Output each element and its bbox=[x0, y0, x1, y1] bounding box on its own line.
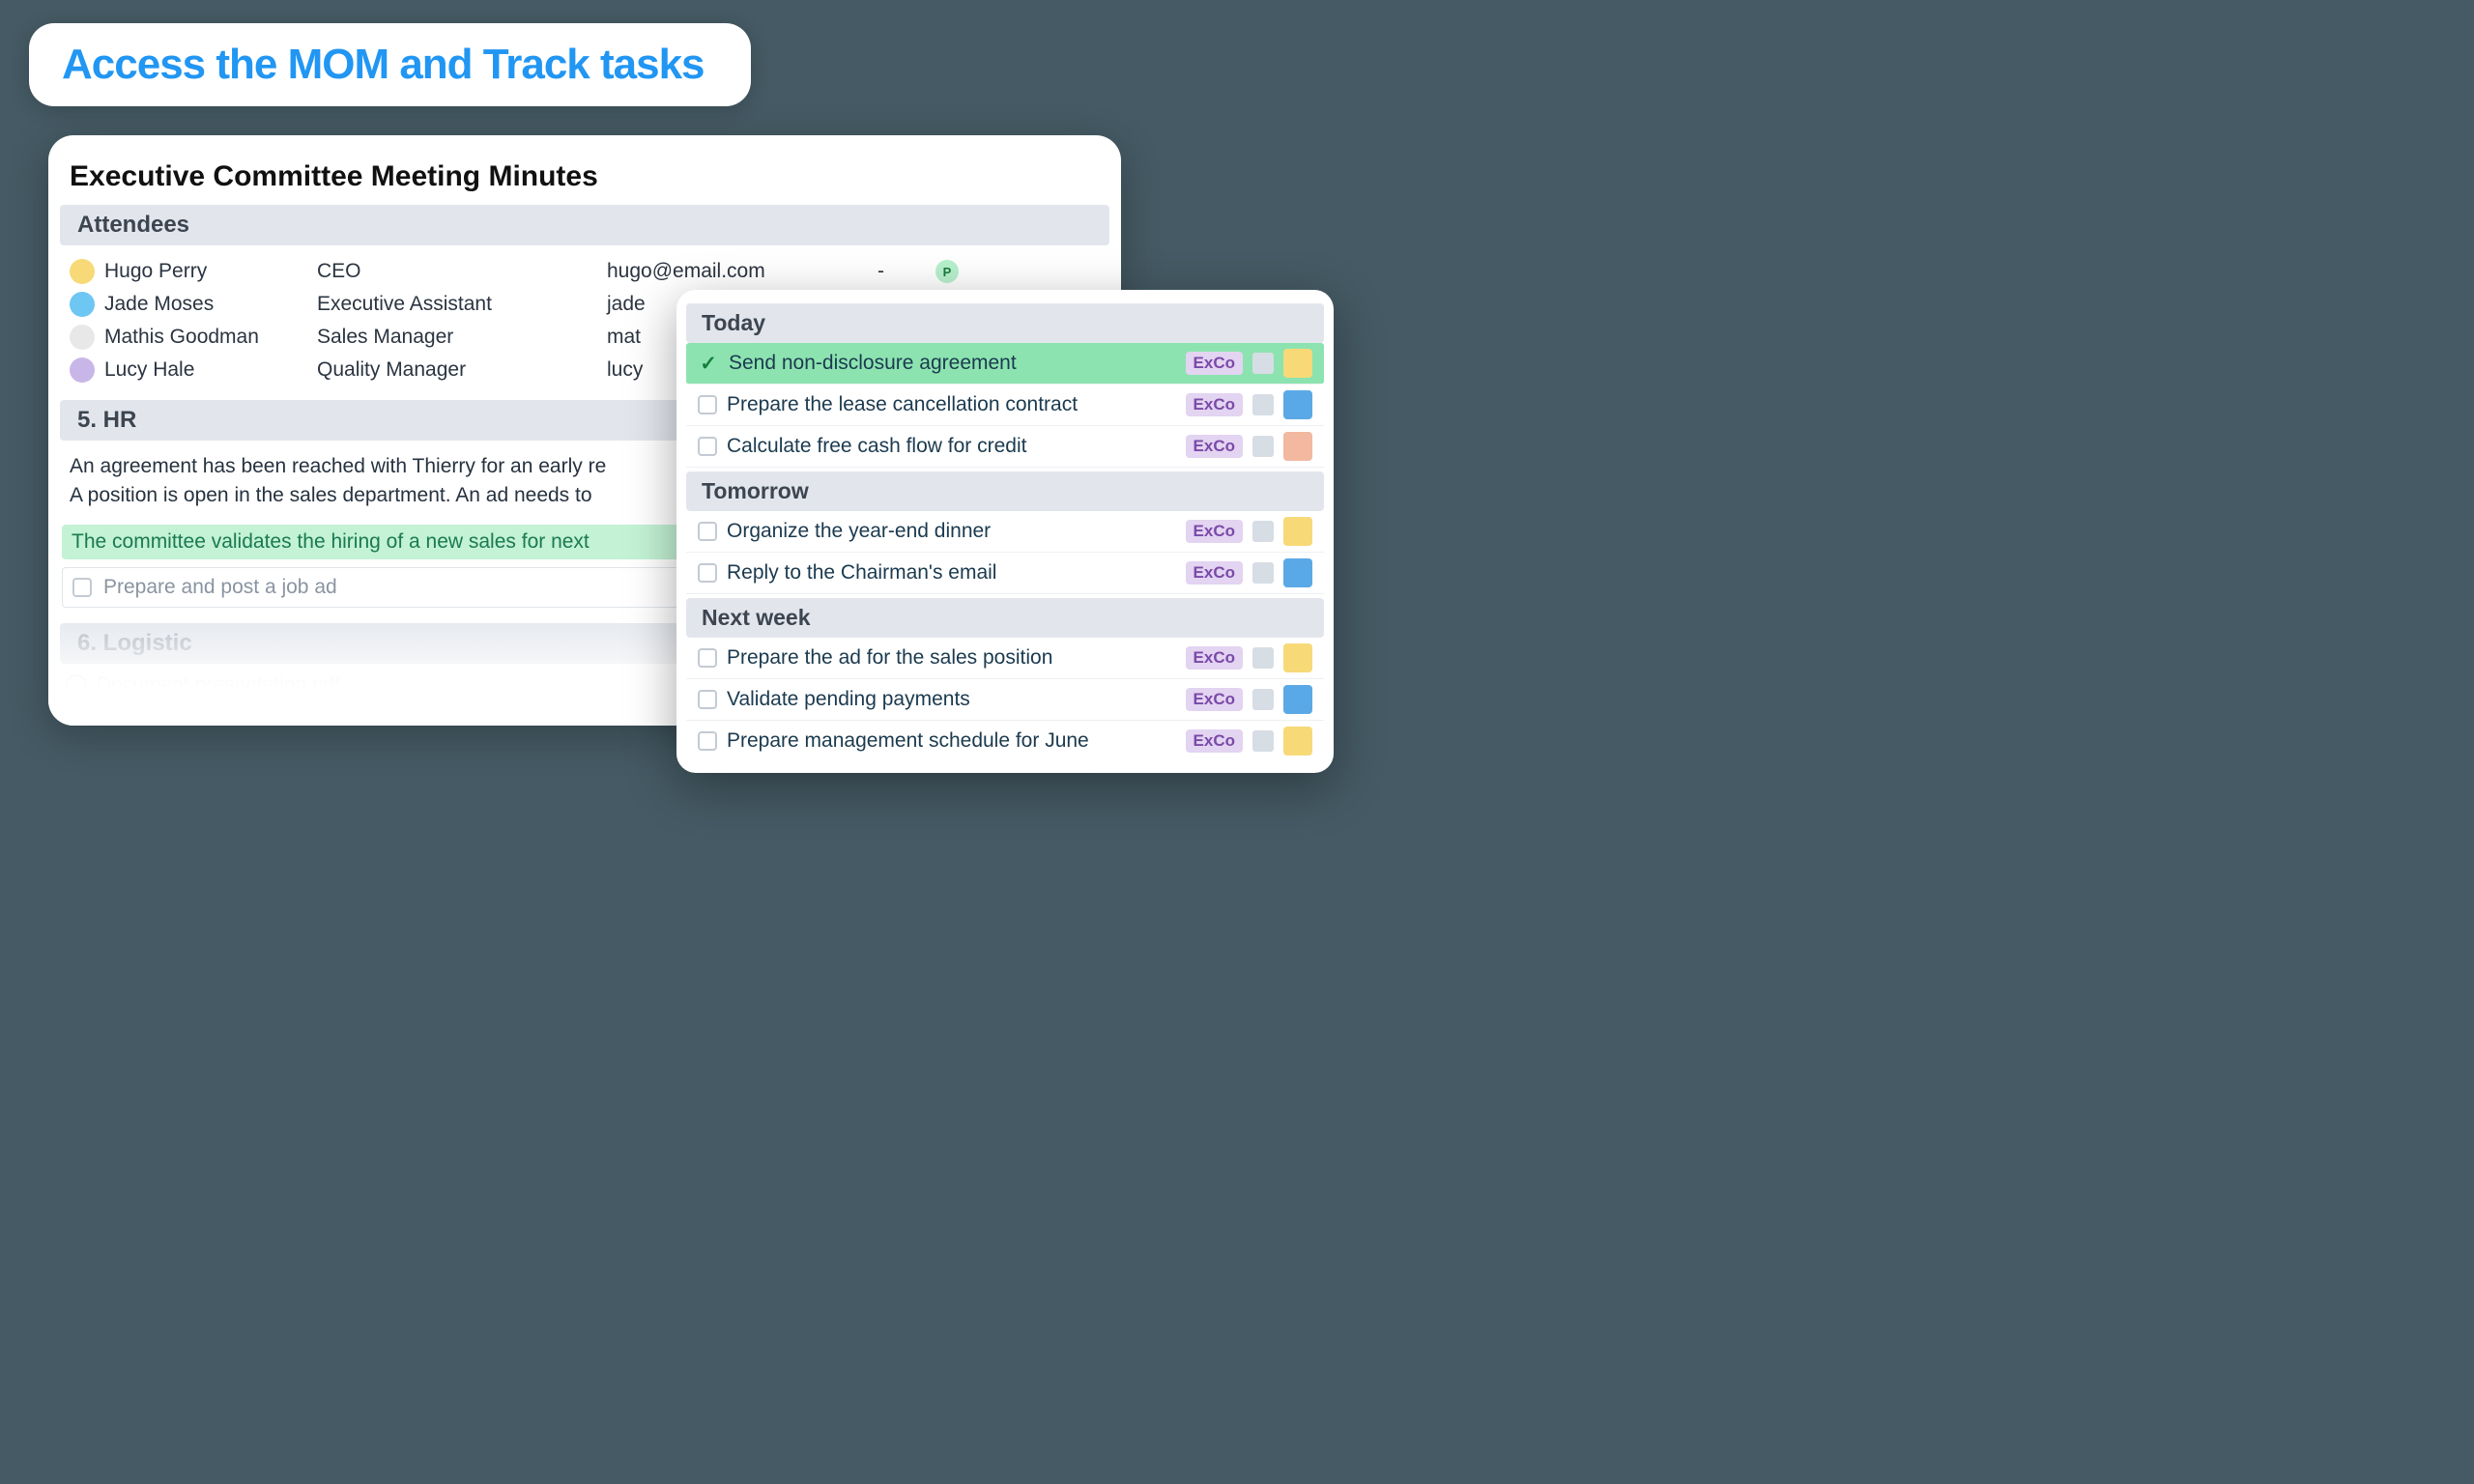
assignee-avatar[interactable] bbox=[1283, 727, 1312, 756]
avatar bbox=[70, 325, 95, 350]
task-row[interactable]: Validate pending payments ExCo bbox=[686, 679, 1324, 721]
assignee-avatar[interactable] bbox=[1283, 390, 1312, 419]
attendees-section-header: Attendees bbox=[60, 205, 1109, 245]
attendee-role: Sales Manager bbox=[317, 326, 607, 349]
task-tag: ExCo bbox=[1186, 352, 1243, 375]
task-row[interactable]: Organize the year-end dinner ExCo bbox=[686, 511, 1324, 553]
attendee-name: Lucy Hale bbox=[104, 358, 317, 382]
color-chip[interactable] bbox=[1252, 521, 1274, 542]
avatar bbox=[70, 259, 95, 284]
color-chip[interactable] bbox=[1252, 647, 1274, 669]
task-tag: ExCo bbox=[1186, 729, 1243, 753]
assignee-avatar[interactable] bbox=[1283, 643, 1312, 672]
color-chip[interactable] bbox=[1252, 730, 1274, 752]
color-chip[interactable] bbox=[1252, 689, 1274, 710]
checkbox-icon[interactable] bbox=[72, 578, 92, 597]
decision-text: The committee validates the hiring of a … bbox=[72, 530, 590, 553]
attendee-role: Executive Assistant bbox=[317, 293, 607, 316]
task-tag: ExCo bbox=[1186, 646, 1243, 670]
tasks-group-header: Today bbox=[686, 303, 1324, 343]
color-chip[interactable] bbox=[1252, 394, 1274, 415]
check-icon: ✓ bbox=[698, 353, 719, 374]
task-row[interactable]: Prepare management schedule for June ExCo bbox=[686, 721, 1324, 761]
assignee-avatar[interactable] bbox=[1283, 349, 1312, 378]
checkbox-icon[interactable] bbox=[698, 690, 717, 709]
mom-heading: Executive Committee Meeting Minutes bbox=[48, 160, 1121, 205]
task-row[interactable]: ✓ Send non-disclosure agreement ExCo bbox=[686, 343, 1324, 385]
task-tag: ExCo bbox=[1186, 688, 1243, 711]
attachment-icon bbox=[66, 674, 87, 696]
task-row[interactable]: Prepare the ad for the sales position ExC… bbox=[686, 638, 1324, 679]
task-label: Calculate free cash flow for credit bbox=[727, 435, 1176, 458]
task-label: Prepare the lease cancellation contract bbox=[727, 393, 1176, 416]
attendee-name: Hugo Perry bbox=[104, 260, 317, 283]
assignee-avatar[interactable] bbox=[1283, 558, 1312, 587]
task-tag: ExCo bbox=[1186, 520, 1243, 543]
checkbox-icon[interactable] bbox=[698, 563, 717, 583]
task-label: Send non-disclosure agreement bbox=[729, 352, 1176, 375]
attendee-name: Jade Moses bbox=[104, 293, 317, 316]
attendee-row: Hugo PerryCEOhugo@email.com-P bbox=[70, 255, 1100, 288]
presence-badge: P bbox=[935, 260, 959, 283]
checkbox-icon[interactable] bbox=[698, 522, 717, 541]
attendee-email: hugo@email.com bbox=[607, 260, 877, 283]
attendee-role: Quality Manager bbox=[317, 358, 607, 382]
task-tag: ExCo bbox=[1186, 561, 1243, 585]
task-label: Reply to the Chairman's email bbox=[727, 561, 1176, 585]
assignee-avatar[interactable] bbox=[1283, 432, 1312, 461]
task-label: Organize the year-end dinner bbox=[727, 520, 1176, 543]
color-chip[interactable] bbox=[1252, 436, 1274, 457]
task-tag: ExCo bbox=[1186, 393, 1243, 416]
attendee-role: CEO bbox=[317, 260, 607, 283]
checkbox-icon[interactable] bbox=[698, 731, 717, 751]
task-label: Prepare management schedule for June bbox=[727, 729, 1176, 753]
attendee-name: Mathis Goodman bbox=[104, 326, 317, 349]
task-label: Validate pending payments bbox=[727, 688, 1176, 711]
task-tag: ExCo bbox=[1186, 435, 1243, 458]
inline-task-label: Prepare and post a job ad bbox=[103, 576, 337, 599]
avatar bbox=[70, 357, 95, 383]
assignee-avatar[interactable] bbox=[1283, 517, 1312, 546]
assignee-avatar[interactable] bbox=[1283, 685, 1312, 714]
color-chip[interactable] bbox=[1252, 562, 1274, 584]
checkbox-icon[interactable] bbox=[698, 437, 717, 456]
avatar bbox=[70, 292, 95, 317]
task-row[interactable]: Reply to the Chairman's email ExCo bbox=[686, 553, 1324, 594]
task-row[interactable]: Calculate free cash flow for credit ExCo bbox=[686, 426, 1324, 468]
checkbox-icon[interactable] bbox=[698, 648, 717, 668]
tasks-group-header: Next week bbox=[686, 598, 1324, 638]
checkbox-icon[interactable] bbox=[698, 395, 717, 414]
page-title: Access the MOM and Track tasks bbox=[62, 41, 705, 89]
color-chip[interactable] bbox=[1252, 353, 1274, 374]
tasks-group-header: Tomorrow bbox=[686, 471, 1324, 511]
tasks-card: Today✓Send non-disclosure agreementExCoP… bbox=[676, 290, 1334, 773]
attachment-name: Document presentation.pdf bbox=[97, 673, 340, 697]
attendee-phone: - bbox=[877, 260, 935, 283]
task-label: Prepare the ad for the sales position bbox=[727, 646, 1176, 670]
task-row[interactable]: Prepare the lease cancellation contract E… bbox=[686, 385, 1324, 426]
page-title-pill: Access the MOM and Track tasks bbox=[29, 23, 751, 106]
